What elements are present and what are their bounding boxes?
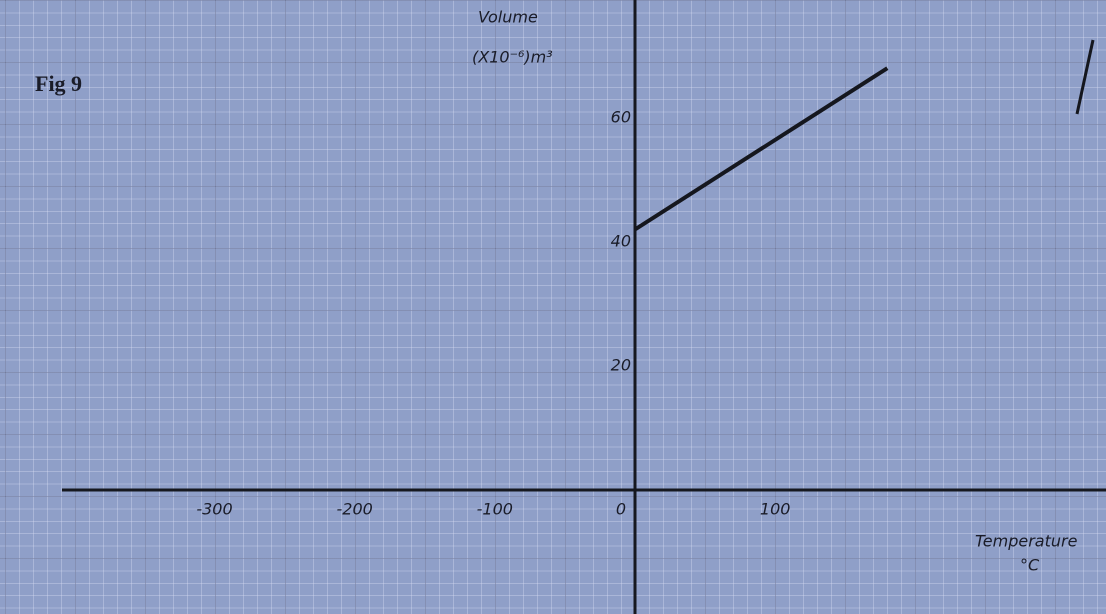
y-tick-label: 60 bbox=[611, 107, 631, 126]
y-tick-label: 40 bbox=[611, 231, 631, 250]
chart-title: Fig 9 bbox=[35, 71, 82, 96]
y-axis-label: Volume bbox=[478, 8, 538, 27]
y-tick-label: 20 bbox=[611, 355, 631, 374]
x-axis-label: Temperature bbox=[975, 532, 1078, 551]
stray-stroke bbox=[1075, 39, 1095, 115]
y-axis-label: (X10⁻⁶)m³ bbox=[472, 48, 553, 67]
x-tick-label: 100 bbox=[760, 499, 791, 518]
x-tick-label: -100 bbox=[477, 499, 513, 518]
x-tick-label: -300 bbox=[196, 499, 232, 518]
x-tick-label: -200 bbox=[336, 499, 372, 518]
x-axis-label: °C bbox=[1020, 556, 1040, 575]
x-tick-label: 0 bbox=[616, 499, 626, 518]
data-line bbox=[633, 66, 889, 232]
